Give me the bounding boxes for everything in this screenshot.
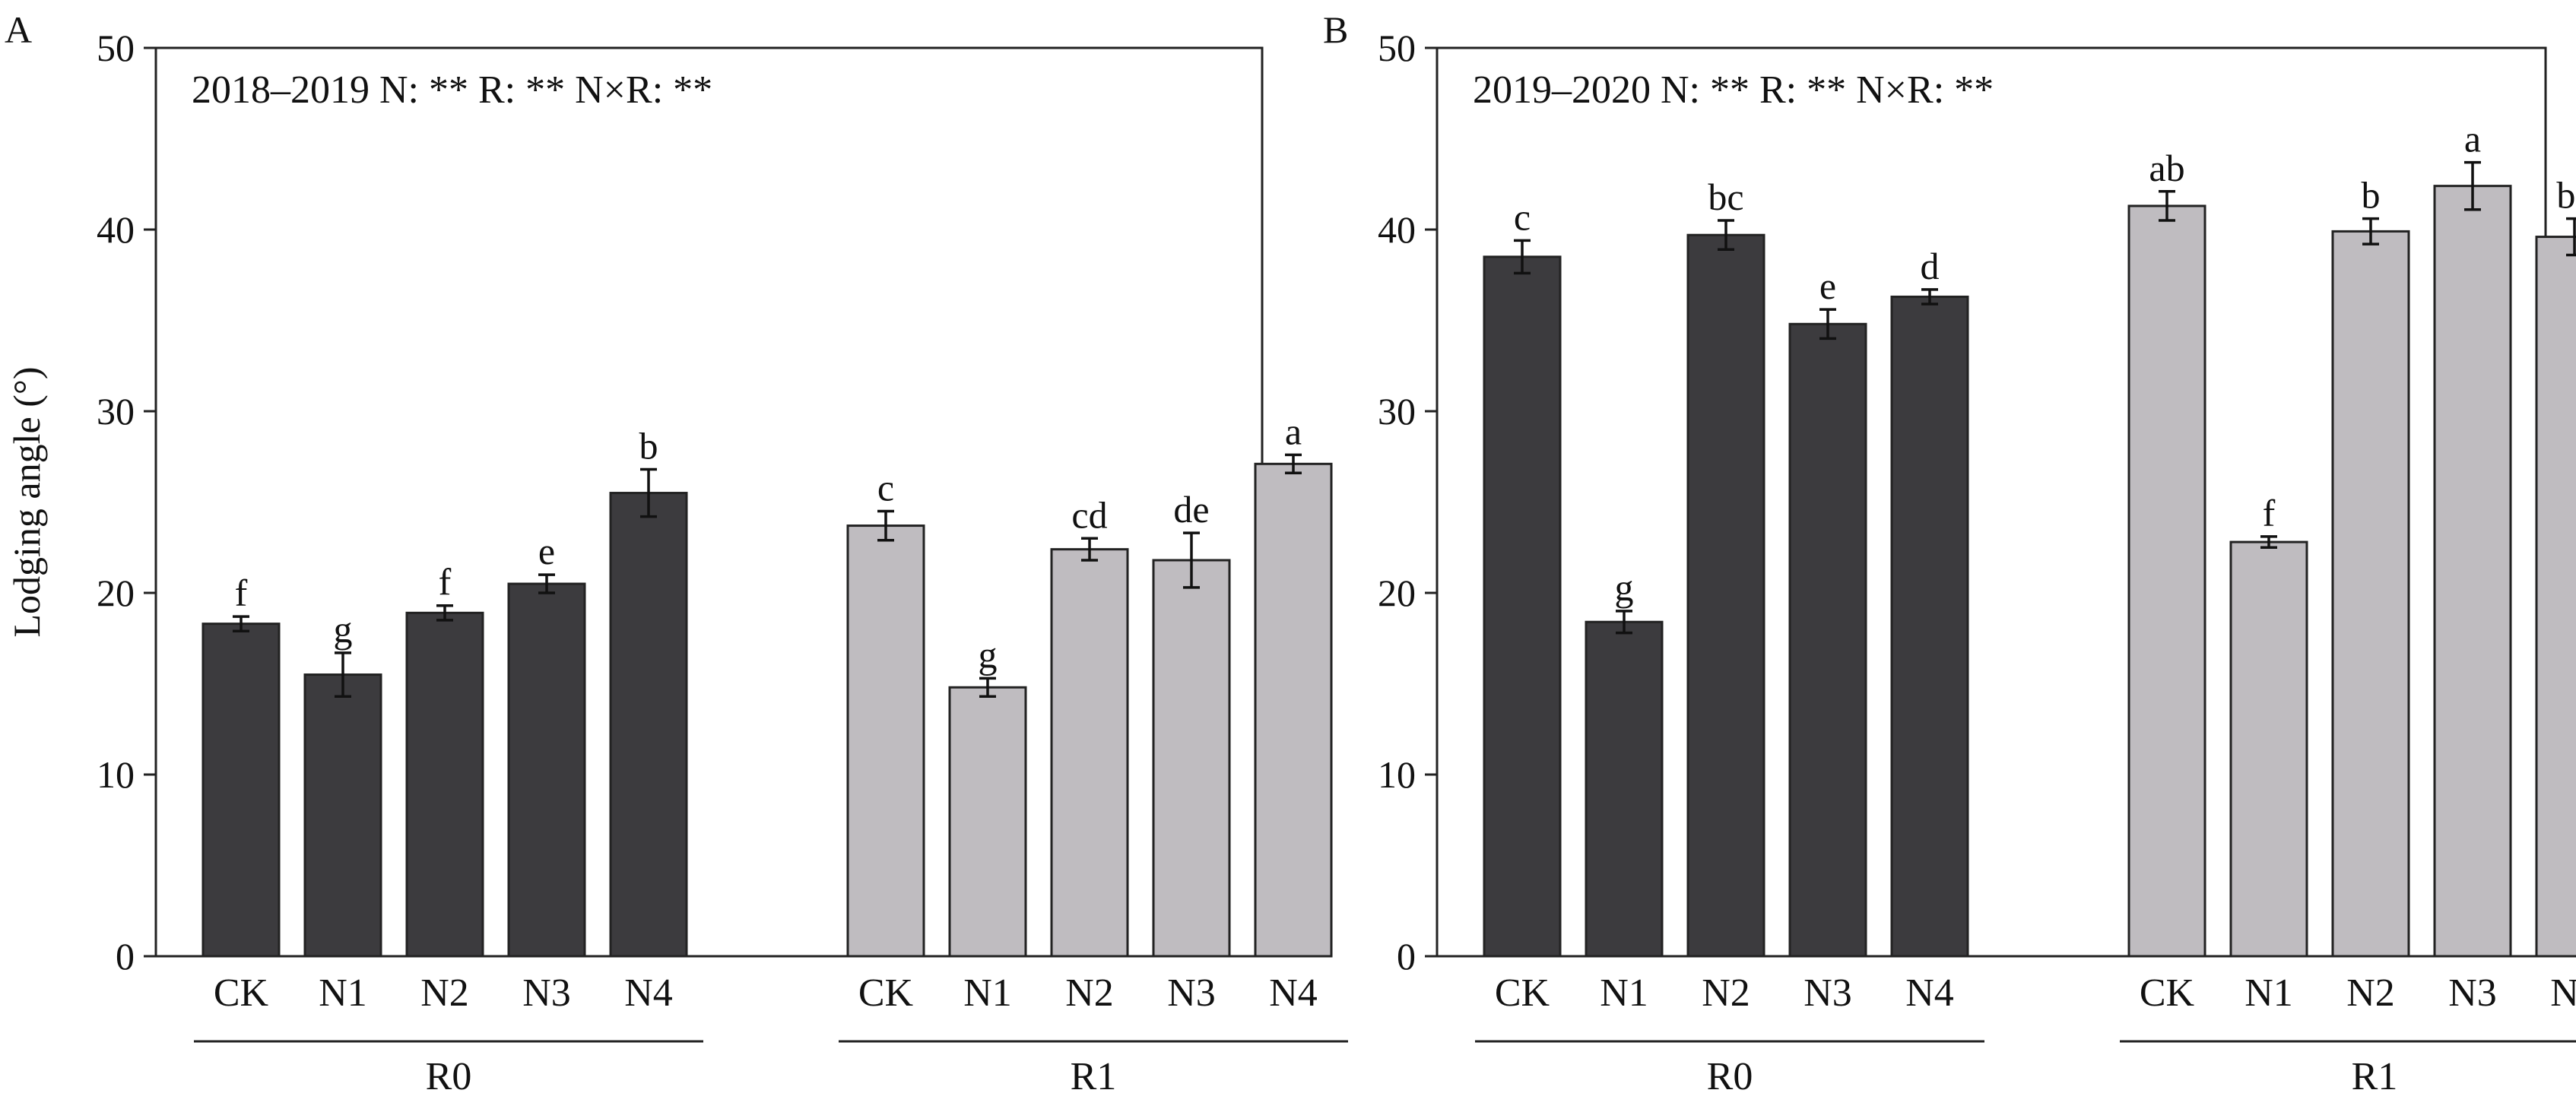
y-tick-label: 40 (1378, 208, 1416, 251)
significance-letter: f (2263, 492, 2276, 534)
bar-R1-N2 (1050, 548, 1129, 958)
group-label-R0: R0 (426, 1055, 472, 1098)
bar-R1-N4 (1254, 462, 1333, 958)
y-tick-label: 10 (1378, 753, 1416, 796)
significance-letter: b (2362, 174, 2381, 217)
y-tick-label: 20 (1378, 572, 1416, 614)
x-tick-label: N2 (2346, 971, 2395, 1015)
significance-letter: c (1514, 195, 1531, 238)
bar-R1-N2 (2331, 230, 2410, 958)
group-label-R0: R0 (1707, 1055, 1753, 1098)
y-tick-label: 30 (97, 390, 135, 433)
x-tick-label: CK (214, 971, 269, 1015)
bar-R1-N1 (948, 686, 1027, 958)
group-label-R1: R1 (1071, 1055, 1117, 1098)
bar-R1-N4 (2535, 236, 2576, 958)
x-tick-label: N1 (2244, 971, 2293, 1015)
x-tick-label: N1 (1600, 971, 1648, 1015)
bar-R0-N3 (507, 582, 586, 958)
significance-letter: e (1819, 265, 1836, 307)
y-tick-label: 20 (97, 572, 135, 614)
x-tick-label: CK (1495, 971, 1550, 1015)
significance-letter: ab (2149, 147, 2184, 189)
x-tick-label: N3 (1167, 971, 1216, 1015)
significance-letter: cd (1071, 493, 1107, 536)
x-tick-label: N2 (1702, 971, 1750, 1015)
bar-R1-N1 (2229, 540, 2308, 958)
bar-R0-CK (1483, 255, 1562, 958)
bar-R0-N1 (303, 673, 382, 958)
bar-R1-N3 (2433, 185, 2512, 958)
y-axis-label: Lodging angle (°) (5, 366, 48, 637)
significance-letter: f (439, 561, 452, 604)
bar-R1-CK (2127, 204, 2206, 958)
significance-letter: d (1921, 245, 1940, 287)
bar-R0-CK (201, 623, 281, 958)
x-tick-label: N4 (1905, 971, 1954, 1015)
significance-letter: a (1285, 410, 1302, 452)
bar-R1-N3 (1152, 559, 1231, 958)
significance-letter: de (1173, 488, 1209, 531)
y-tick-label: 0 (1397, 935, 1416, 978)
x-tick-label: N1 (963, 971, 1012, 1015)
bar-R0-N2 (405, 611, 484, 958)
significance-letter: a (2464, 118, 2481, 160)
x-tick-label: CK (2140, 971, 2195, 1015)
bar-R0-N4 (609, 492, 688, 958)
significance-letter: f (235, 572, 248, 614)
panel-label: A (5, 8, 32, 51)
significance-letter: e (538, 530, 555, 572)
x-tick-label: N4 (1269, 971, 1318, 1015)
x-tick-label: N1 (319, 971, 367, 1015)
y-tick-label: 40 (97, 208, 135, 251)
significance-letter: g (334, 608, 353, 651)
significance-letter: bc (1708, 176, 1743, 218)
bar-R0-N1 (1585, 620, 1664, 958)
significance-letter: g (979, 633, 998, 676)
bar-R0-N3 (1788, 322, 1867, 958)
significance-letter: bc (2556, 174, 2576, 217)
stats-annotation: 2018–2019 N: ** R: ** N×R: ** (192, 68, 712, 112)
x-tick-label: N3 (2448, 971, 2497, 1015)
y-tick-label: 50 (97, 27, 135, 69)
panel-label: B (1323, 8, 1348, 51)
group-label-R1: R1 (2352, 1055, 2398, 1098)
x-tick-label: N3 (1804, 971, 1852, 1015)
x-tick-label: N2 (1065, 971, 1114, 1015)
x-tick-label: CK (858, 971, 914, 1015)
y-tick-label: 0 (116, 935, 135, 978)
x-tick-label: N3 (522, 971, 571, 1015)
y-tick-label: 30 (1378, 390, 1416, 433)
significance-letter: c (877, 466, 894, 509)
x-tick-label: N4 (2550, 971, 2576, 1015)
stats-annotation: 2019–2020 N: ** R: ** N×R: ** (1473, 68, 1994, 112)
y-tick-label: 10 (97, 753, 135, 796)
bar-R0-N2 (1686, 233, 1765, 958)
x-tick-label: N2 (420, 971, 469, 1015)
significance-letter: g (1615, 566, 1634, 609)
y-tick-label: 50 (1378, 27, 1416, 69)
bar-R1-CK (846, 524, 925, 958)
bar-R0-N4 (1890, 295, 1969, 958)
significance-letter: b (639, 424, 658, 467)
x-tick-label: N4 (624, 971, 673, 1015)
